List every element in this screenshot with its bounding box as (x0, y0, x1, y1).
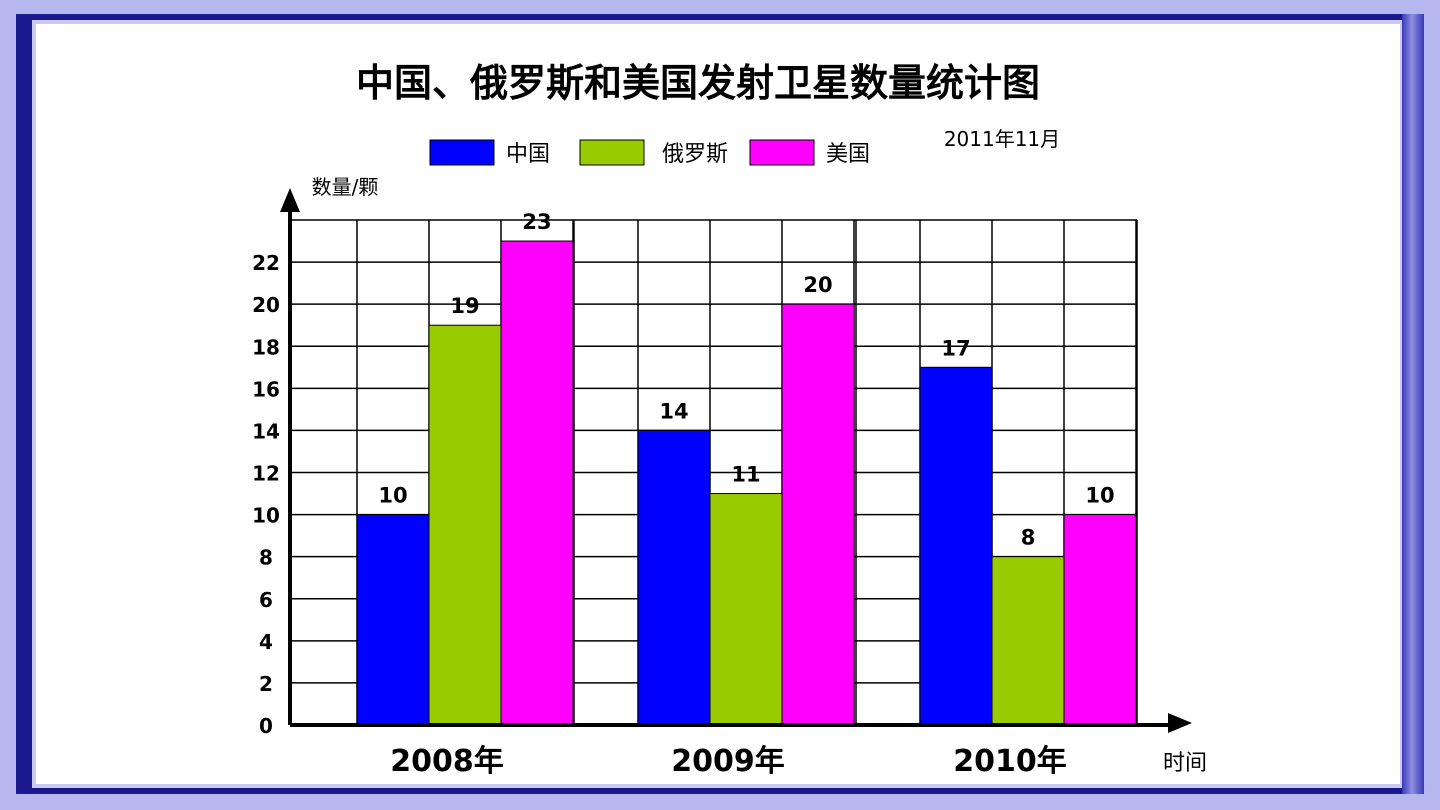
data-label: 23 (522, 210, 551, 234)
data-label: 17 (941, 336, 970, 360)
y-tick-label: 4 (259, 630, 273, 654)
bar-2-2 (1063, 514, 1137, 726)
y-tick-label: 0 (259, 714, 273, 738)
y-tick-label: 6 (259, 588, 273, 612)
legend-label: 美国 (826, 142, 870, 167)
data-label: 10 (378, 484, 407, 508)
x-tick-label: 2008年 (390, 744, 504, 779)
y-tick-label: 22 (252, 251, 280, 275)
y-tick-label: 10 (252, 504, 280, 528)
y-tick-label: 20 (252, 293, 280, 317)
bar-0-1 (637, 429, 711, 726)
bar-2-1 (781, 303, 855, 726)
chart-bars: 10 14 17 19 11 8 23 20 10 (356, 210, 1137, 726)
y-axis-arrow (280, 188, 300, 212)
chart-legend: 中国 俄罗斯 美国 (429, 139, 870, 167)
y-tick-label: 2 (259, 672, 273, 696)
y-axis-label: 数量/颗 (312, 175, 379, 199)
legend-label: 俄罗斯 (662, 142, 728, 167)
chart-axes: 0 2 4 6 8 10 12 14 16 18 20 22 2008年 2009年 2010年 (252, 188, 1192, 779)
data-label: 19 (450, 294, 479, 318)
data-label: 11 (731, 463, 760, 487)
data-label: 8 (1021, 526, 1036, 550)
legend-swatch (579, 139, 645, 166)
bar-1-0 (428, 324, 502, 726)
y-tick-label: 16 (252, 377, 280, 401)
chart-title: 中国、俄罗斯和美国发射卫星数量统计图 (356, 61, 1040, 105)
y-tick-label: 12 (252, 462, 280, 486)
legend-swatch (429, 139, 495, 166)
bar-2-0 (500, 240, 574, 726)
data-label: 10 (1085, 484, 1114, 508)
bar-1-1 (709, 493, 783, 726)
x-axis-arrow (1168, 713, 1192, 733)
legend-label: 中国 (506, 142, 550, 167)
x-tick-label: 2010年 (953, 744, 1067, 779)
slide-side-bar (1402, 14, 1424, 794)
bar-0-2 (919, 366, 993, 726)
data-label: 20 (803, 273, 832, 297)
data-label: 14 (659, 399, 688, 423)
y-tick-label: 14 (252, 419, 280, 443)
y-tick-label: 18 (252, 335, 280, 359)
chart-subtitle: 2011年11月 (944, 127, 1060, 151)
x-axis-label: 时间 (1163, 751, 1207, 776)
bar-1-2 (991, 556, 1065, 726)
x-tick-label: 2009年 (671, 744, 785, 779)
legend-swatch (749, 139, 815, 166)
bar-0-0 (356, 514, 430, 726)
y-tick-label: 8 (259, 546, 273, 570)
